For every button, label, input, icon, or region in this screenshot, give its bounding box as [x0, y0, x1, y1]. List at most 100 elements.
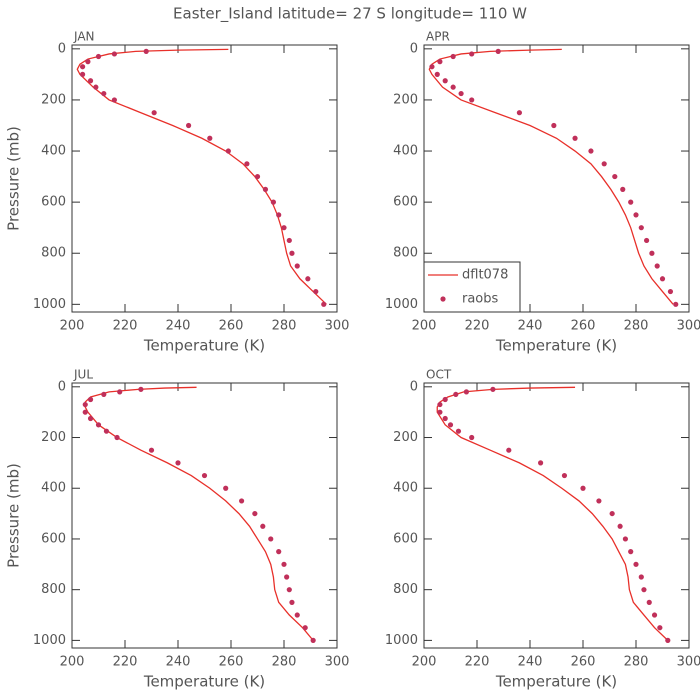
obs-point	[101, 90, 107, 97]
y-tick-label: 800	[41, 582, 66, 597]
x-axis-label: Temperature (K)	[495, 673, 617, 691]
obs-point	[601, 161, 607, 167]
model-line	[76, 48, 327, 305]
y-axis-label: Pressure (mb)	[5, 126, 23, 231]
obs-point	[447, 422, 454, 428]
x-tick-label: 280	[624, 655, 649, 670]
x-tick-label: 220	[113, 655, 138, 670]
obs-point	[148, 447, 155, 453]
obs-point	[617, 523, 623, 529]
y-axis-label: Pressure (mb)	[5, 463, 23, 568]
obs-point	[469, 434, 475, 441]
legend-label: raobs	[462, 292, 499, 307]
x-tick-label: 280	[272, 319, 297, 334]
obs-point	[609, 510, 615, 517]
x-tick-label: 280	[624, 319, 649, 334]
x-tick-label: 300	[677, 655, 700, 670]
model-line	[436, 386, 669, 641]
obs-point	[294, 612, 300, 618]
x-tick-label: 260	[571, 655, 596, 670]
obs-point	[201, 472, 208, 479]
x-tick-label: 200	[412, 655, 437, 670]
obs-point	[596, 498, 602, 504]
obs-point	[143, 48, 149, 54]
y-tick-label: 200	[393, 92, 418, 107]
obs-point	[289, 599, 295, 605]
obs-point	[286, 587, 292, 593]
obs-point	[95, 422, 102, 428]
obs-point	[87, 78, 94, 84]
obs-point	[87, 396, 94, 403]
obs-point	[463, 389, 469, 395]
obs-point	[114, 434, 120, 441]
obs-point	[654, 263, 660, 269]
obs-point	[633, 561, 639, 567]
obs-point	[101, 391, 107, 398]
obs-point	[437, 409, 443, 415]
y-tick-label: 200	[41, 92, 66, 107]
model-line	[84, 386, 314, 641]
x-tick-label: 260	[571, 319, 596, 334]
x-axis-label: Temperature (K)	[495, 337, 617, 355]
x-axis-label: Temperature (K)	[143, 337, 265, 355]
obs-point	[437, 401, 443, 408]
obs-point	[651, 612, 658, 618]
y-tick-label: 200	[41, 430, 66, 445]
obs-point	[294, 263, 300, 269]
obs-point	[276, 549, 282, 555]
obs-point	[260, 523, 266, 529]
obs-point	[80, 64, 86, 70]
obs-point	[111, 97, 117, 103]
obs-point	[628, 549, 634, 555]
obs-point	[207, 135, 213, 141]
obs-point	[138, 386, 144, 392]
x-tick-label: 280	[272, 655, 297, 670]
y-tick-label: 600	[41, 531, 66, 546]
x-tick-label: 200	[60, 655, 85, 670]
obs-point	[284, 574, 290, 580]
obs-point	[622, 536, 629, 542]
obs-point	[313, 288, 319, 295]
obs-point	[103, 428, 110, 434]
y-tick-label: 1000	[33, 633, 66, 648]
panel-label: JAN	[73, 30, 95, 44]
x-tick-label: 260	[219, 319, 244, 334]
obs-point	[628, 199, 634, 205]
plot-frame	[423, 44, 690, 313]
obs-point	[151, 110, 157, 116]
obs-point	[434, 71, 440, 77]
obs-point	[429, 64, 435, 70]
obs-point	[665, 637, 671, 643]
y-tick-label: 400	[393, 144, 418, 159]
obs-point	[87, 415, 94, 422]
obs-point	[437, 59, 443, 65]
obs-point	[450, 84, 456, 90]
obs-point	[516, 110, 523, 116]
obs-point	[667, 288, 674, 295]
obs-point	[561, 472, 568, 479]
obs-point	[239, 498, 245, 504]
obs-point	[646, 599, 652, 605]
x-tick-label: 240	[518, 655, 543, 670]
y-tick-label: 600	[393, 195, 418, 210]
y-tick-label: 0	[410, 379, 418, 394]
obs-point	[254, 173, 261, 180]
panel-label: JUL	[73, 368, 93, 382]
y-tick-label: 400	[41, 144, 66, 159]
obs-point	[302, 625, 308, 631]
obs-point	[175, 460, 181, 466]
obs-point	[641, 587, 647, 593]
y-tick-label: 400	[41, 481, 66, 496]
obs-point	[649, 250, 655, 256]
obs-point	[644, 237, 650, 244]
obs-point	[186, 122, 192, 129]
x-tick-label: 300	[325, 319, 350, 334]
obs-point	[225, 148, 231, 154]
chart-title: Easter_Island latitude= 27 S longitude= …	[173, 5, 527, 24]
obs-point	[289, 250, 295, 256]
plot-frame	[71, 44, 338, 313]
y-tick-label: 1000	[33, 297, 66, 312]
plot-frame	[423, 382, 690, 649]
x-tick-label: 200	[60, 319, 85, 334]
